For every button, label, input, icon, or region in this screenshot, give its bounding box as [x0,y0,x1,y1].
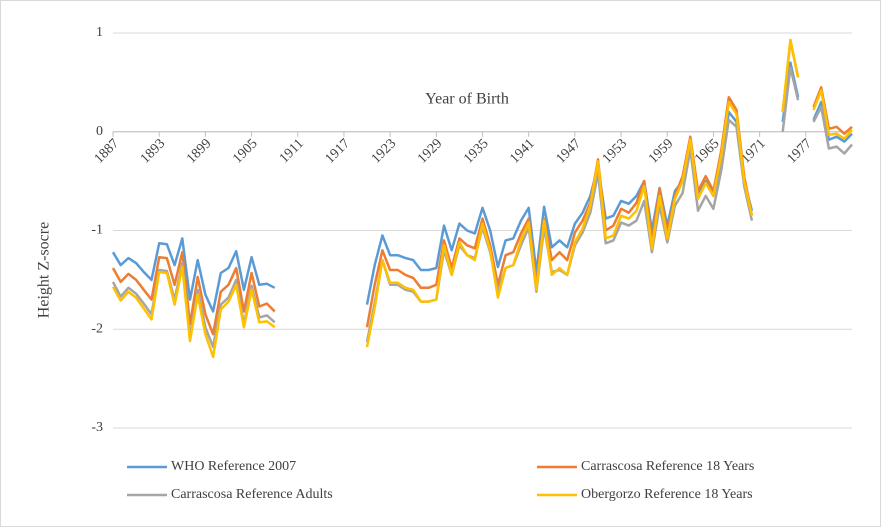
y-tick-label: 1 [96,25,103,40]
legend-label: Obergorzo Reference 18 Years [581,487,753,502]
legend-label: WHO Reference 2007 [171,459,296,474]
legend-label: Carrascosa Reference Adults [171,487,333,502]
y-tick-label: -2 [91,321,103,336]
y-tick-label: -3 [91,420,103,435]
y-axis-title: Height Z-socre [36,222,53,318]
y-tick-label: -1 [91,223,103,238]
legend-label: Carrascosa Reference 18 Years [581,459,754,474]
series-line [111,39,853,336]
x-axis-title: Year of Birth [425,91,509,108]
series-line [111,61,853,313]
series-line [111,38,853,359]
y-tick-label: 0 [96,124,103,139]
